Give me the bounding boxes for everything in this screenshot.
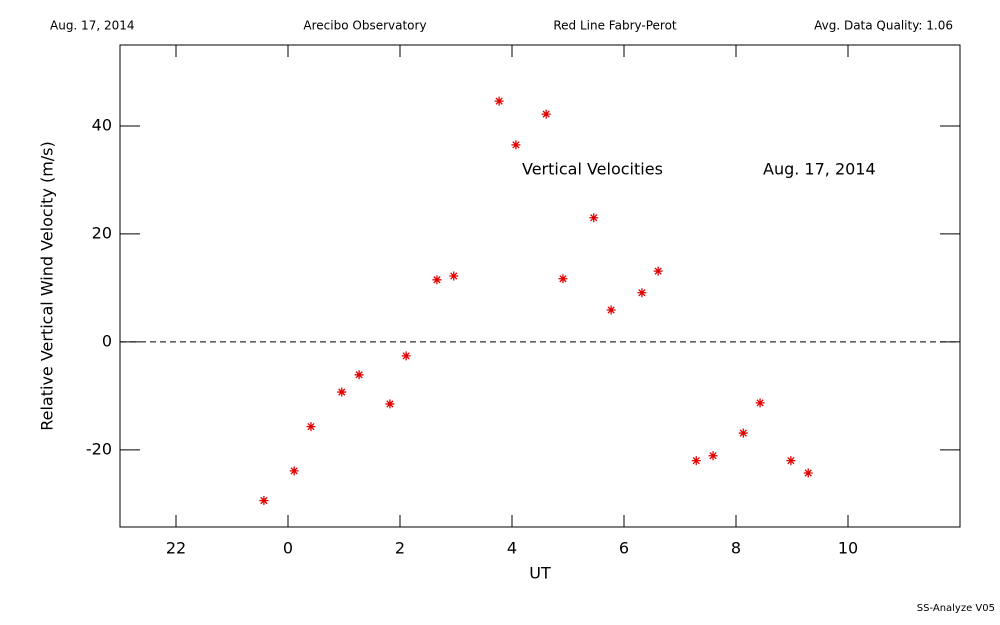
x-tick-label: 0 xyxy=(283,539,293,558)
point xyxy=(511,140,521,150)
point xyxy=(755,398,765,408)
x-tick-label: 22 xyxy=(166,539,186,558)
point xyxy=(708,451,718,461)
point xyxy=(606,305,616,315)
point xyxy=(354,370,364,380)
y-tick-label: 0 xyxy=(102,331,112,350)
annotation: Vertical Velocities xyxy=(522,160,663,179)
x-tick-label: 8 xyxy=(731,539,741,558)
point xyxy=(385,399,395,409)
point xyxy=(589,213,599,223)
y-tick-label: 40 xyxy=(92,115,112,134)
point xyxy=(449,271,459,281)
x-tick-label: 6 xyxy=(619,539,629,558)
point xyxy=(337,387,347,397)
footer: SS-Analyze V05 xyxy=(917,603,995,614)
point xyxy=(401,351,411,361)
x-tick-label: 4 xyxy=(507,539,517,558)
y-axis-label: Relative Vertical Wind Velocity (m/s) xyxy=(38,141,57,431)
point xyxy=(558,274,568,284)
point xyxy=(691,456,701,466)
annotation: Aug. 17, 2014 xyxy=(763,160,876,179)
point xyxy=(259,496,269,506)
plot-frame xyxy=(119,44,961,528)
point xyxy=(738,428,748,438)
point xyxy=(541,109,551,119)
point xyxy=(786,456,796,466)
point xyxy=(289,466,299,476)
x-tick-label: 10 xyxy=(838,539,858,558)
point xyxy=(653,266,663,276)
point xyxy=(494,96,504,106)
header-site: Arecibo Observatory xyxy=(303,19,426,33)
point xyxy=(803,468,813,478)
header-quality: Avg. Data Quality: 1.06 xyxy=(814,19,953,33)
point xyxy=(432,275,442,285)
y-tick-label: -20 xyxy=(86,439,112,458)
x-axis-label: UT xyxy=(529,564,551,583)
point xyxy=(637,288,647,298)
header-date: Aug. 17, 2014 xyxy=(50,19,135,33)
x-tick-label: 2 xyxy=(395,539,405,558)
point xyxy=(306,422,316,432)
header-instrument: Red Line Fabry-Perot xyxy=(553,19,677,33)
y-tick-label: 20 xyxy=(92,223,112,242)
